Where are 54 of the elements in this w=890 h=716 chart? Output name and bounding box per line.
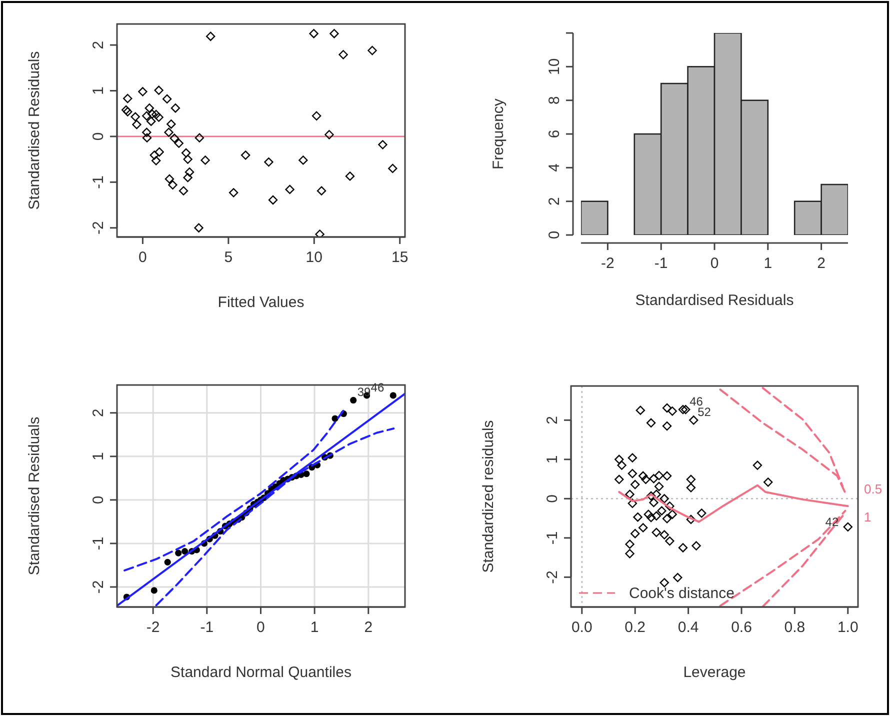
x-tick-label: 0.0 bbox=[571, 619, 592, 636]
y-tick-label: 2 bbox=[90, 40, 107, 50]
y-axis-title: Standardised Residuals bbox=[26, 51, 43, 210]
y-axis-title: Frequency bbox=[490, 98, 507, 170]
y-tick-label: 2 bbox=[546, 197, 563, 206]
x-axis-title: Standard Normal Quantiles bbox=[170, 664, 352, 681]
y-tick-label: 8 bbox=[546, 96, 563, 105]
x-tick-label: 2 bbox=[817, 255, 826, 272]
legend-label: Cook's distance bbox=[629, 585, 734, 602]
x-tick-label: 0 bbox=[710, 255, 719, 272]
x-axis-title: Fitted Values bbox=[218, 294, 304, 311]
y-tick-label: 2 bbox=[90, 408, 107, 418]
y-tick-label: 10 bbox=[546, 58, 563, 76]
x-tick-label: 0.6 bbox=[731, 619, 752, 636]
y-tick-label: -1 bbox=[544, 531, 561, 545]
y-tick-label: -1 bbox=[90, 536, 107, 550]
y-tick-label: -1 bbox=[90, 175, 107, 189]
y-axis-title: Standardized residuals bbox=[480, 420, 497, 573]
text: 1 bbox=[864, 510, 872, 525]
x-tick-label: 0 bbox=[138, 249, 147, 266]
y-tick-label: 6 bbox=[546, 130, 563, 138]
y-tick-label: -2 bbox=[90, 580, 107, 594]
x-tick-label: 10 bbox=[306, 249, 322, 266]
x-tick-label: -1 bbox=[654, 255, 668, 272]
text: 0.5 bbox=[864, 482, 882, 497]
y-tick-label: -2 bbox=[90, 221, 107, 235]
y-tick-label: -2 bbox=[544, 570, 561, 584]
y-tick-label: 1 bbox=[90, 86, 107, 95]
x-tick-label: -2 bbox=[146, 619, 160, 636]
x-tick-label: 1 bbox=[310, 619, 319, 636]
x-tick-label: 15 bbox=[392, 249, 408, 266]
x-tick-label: 0.4 bbox=[678, 619, 699, 636]
y-tick-label: 1 bbox=[544, 455, 561, 464]
x-tick-label: 1 bbox=[764, 255, 772, 272]
annotation: 39 bbox=[357, 385, 371, 400]
annotation: 42 bbox=[825, 515, 839, 530]
x-tick-label: 5 bbox=[224, 249, 233, 266]
x-axis-title: Leverage bbox=[683, 664, 746, 681]
y-tick-label: 0 bbox=[90, 132, 107, 141]
x-axis-title: Standardised Residuals bbox=[635, 292, 794, 309]
y-tick-label: 2 bbox=[544, 416, 561, 424]
x-tick-label: -1 bbox=[200, 619, 214, 636]
x-tick-label: -2 bbox=[601, 255, 614, 272]
x-tick-label: 0.8 bbox=[784, 619, 806, 636]
x-tick-label: 1.0 bbox=[837, 619, 858, 636]
y-tick-label: 1 bbox=[90, 452, 107, 461]
y-tick-label: 0 bbox=[546, 230, 563, 240]
y-tick-label: 4 bbox=[546, 163, 563, 172]
y-tick-label: 0 bbox=[90, 496, 107, 504]
x-tick-label: 0.2 bbox=[624, 619, 646, 636]
x-tick-label: 2 bbox=[364, 619, 373, 636]
y-axis-title: Standardised Residuals bbox=[26, 416, 43, 576]
y-tick-label: 0 bbox=[544, 494, 561, 503]
x-tick-label: 0 bbox=[256, 619, 265, 636]
